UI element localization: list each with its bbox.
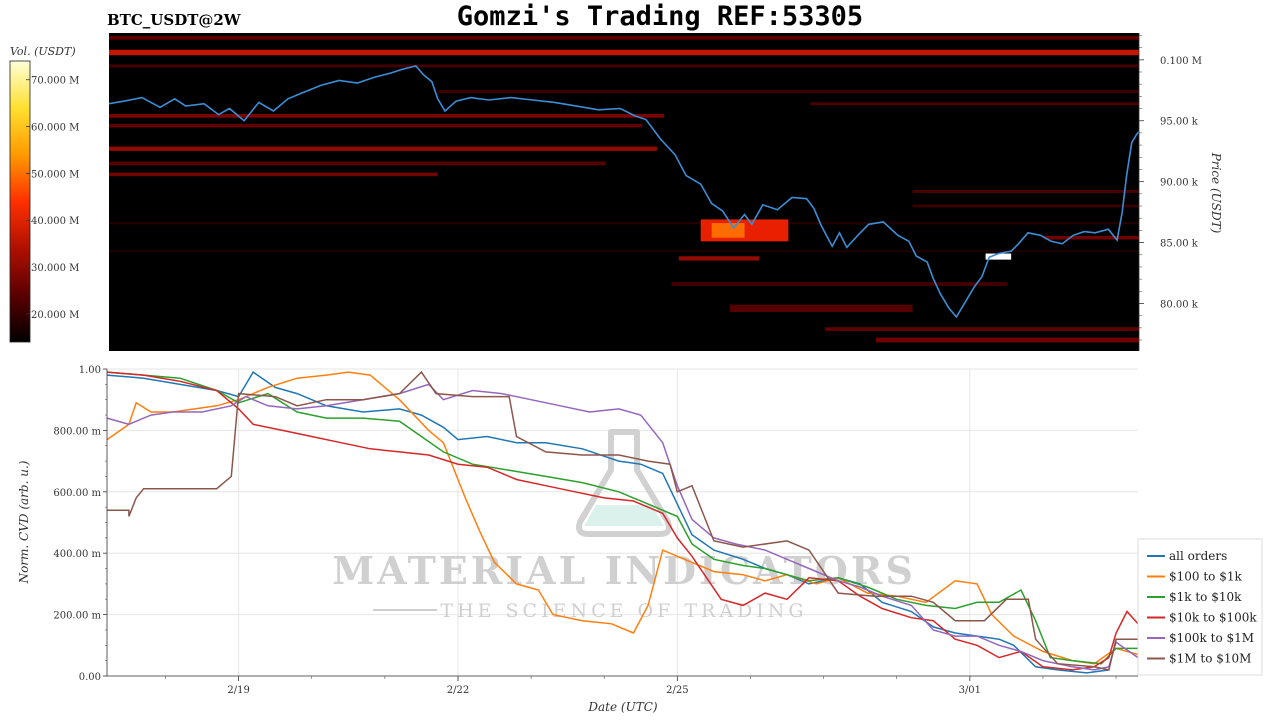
legend-label: $1k to $10k xyxy=(1169,590,1242,604)
cvd-y-tick-label: 800.00 m xyxy=(53,426,101,437)
colorbar: Vol. (USDT) 20.000 M 30.000 M 40.000 M 50.0… xyxy=(9,45,79,343)
symbol-label: BTC_USDT@2W xyxy=(107,11,242,29)
price-line xyxy=(108,65,1140,319)
heatmap-y-tick-label: 80.00 k xyxy=(1160,299,1199,310)
liquidity-band xyxy=(729,304,913,313)
cvd-x-tick-label: 2/25 xyxy=(666,685,688,696)
watermark: MATERIAL INDICATORS THE SCIENCE OF TRADI… xyxy=(332,429,916,622)
liquidity-band xyxy=(109,249,1139,253)
liquidity-band xyxy=(678,256,760,261)
liquidity-band xyxy=(109,221,1139,225)
cvd-series-line xyxy=(107,370,1138,671)
liquidity-band xyxy=(912,189,1139,193)
cvd-panel: MATERIAL INDICATORS THE SCIENCE OF TRADI… xyxy=(17,365,1263,714)
watermark-line1: MATERIAL INDICATORS xyxy=(332,548,916,593)
liquidity-band xyxy=(109,49,1139,56)
cvd-y-tick-label: 600.00 m xyxy=(53,488,101,499)
cvd-x-tick-label: 3/01 xyxy=(959,685,981,696)
cvd-series-line xyxy=(106,371,1139,665)
cvd-y-tick-label: 1.00 xyxy=(79,365,101,376)
legend-label: $1M to $10M xyxy=(1169,652,1251,666)
colorbar-tick-label: 60.000 M xyxy=(31,123,79,134)
heatmap-y-tick-label: 95.00 k xyxy=(1160,117,1199,128)
colorbar-tick-label: 40.000 M xyxy=(31,216,79,227)
heatmap-y-tick-label: 85.00 k xyxy=(1160,239,1199,250)
cvd-series-line xyxy=(106,371,1138,665)
liquidity-band xyxy=(671,282,1008,286)
colorbar-tick-label: 20.000 M xyxy=(31,310,79,321)
colorbar-tick-label: 30.000 M xyxy=(31,263,79,274)
colorbar-tick-label: 50.000 M xyxy=(31,169,79,180)
liquidity-band xyxy=(109,146,657,151)
legend-label: $10k to $100k xyxy=(1169,611,1257,625)
chart-title: Gomzi's Trading REF:53305 xyxy=(457,1,863,32)
liquidity-band xyxy=(109,64,1139,68)
cvd-x-tick-label: 2/22 xyxy=(447,685,469,696)
liquidity-band xyxy=(109,161,606,166)
legend: all orders $100 to $1k $1k to $10k $10k to … xyxy=(1137,538,1263,676)
watermark-line2: THE SCIENCE OF TRADING xyxy=(440,600,807,622)
legend-box xyxy=(1137,538,1263,676)
cvd-series-line xyxy=(106,371,1138,674)
legend-label: $100 to $1k xyxy=(1169,570,1242,584)
heatmap-y-axis-label: Price (USDT) xyxy=(1209,152,1223,234)
liquidity-band xyxy=(810,102,1139,106)
liquidity-band xyxy=(109,114,665,118)
cvd-x-tick-label: 2/19 xyxy=(227,685,249,696)
liquidity-peak xyxy=(985,253,1012,260)
liquidity-wall-hot xyxy=(711,223,745,238)
liquidity-band xyxy=(109,123,643,128)
liquidity-band xyxy=(1044,235,1139,240)
cvd-y-tick-label: 400.00 m xyxy=(53,549,101,560)
cvd-series-line xyxy=(106,371,1139,671)
cvd-y-axis-label: Norm. CVD (arb. u.) xyxy=(17,460,31,584)
liquidity-band xyxy=(109,172,438,177)
liquidity-band xyxy=(109,36,1139,40)
cvd-y-tick-label: 200.00 m xyxy=(53,611,101,622)
colorbar-gradient xyxy=(9,60,31,343)
legend-label: $100k to $1M xyxy=(1169,631,1254,645)
colorbar-label: Vol. (USDT) xyxy=(10,45,76,58)
legend-label: all orders xyxy=(1169,549,1227,563)
cvd-y-tick-label: 0.00 xyxy=(79,672,101,683)
cvd-x-axis-label: Date (UTC) xyxy=(587,700,657,714)
liquidity-band xyxy=(912,204,1139,208)
liquidity-band xyxy=(824,327,1139,331)
colorbar-tick-label: 70.000 M xyxy=(31,76,79,87)
heatmap-y-tick-label: 90.00 k xyxy=(1160,178,1199,189)
liquidity-band xyxy=(876,337,1139,343)
heatmap-y-tick-label: 0.100 M xyxy=(1160,56,1202,67)
liquidity-band xyxy=(437,89,1140,94)
heatmap-panel: 80.00 k 85.00 k 90.00 k 95.00 k 0.100 M Pric… xyxy=(108,33,1223,351)
